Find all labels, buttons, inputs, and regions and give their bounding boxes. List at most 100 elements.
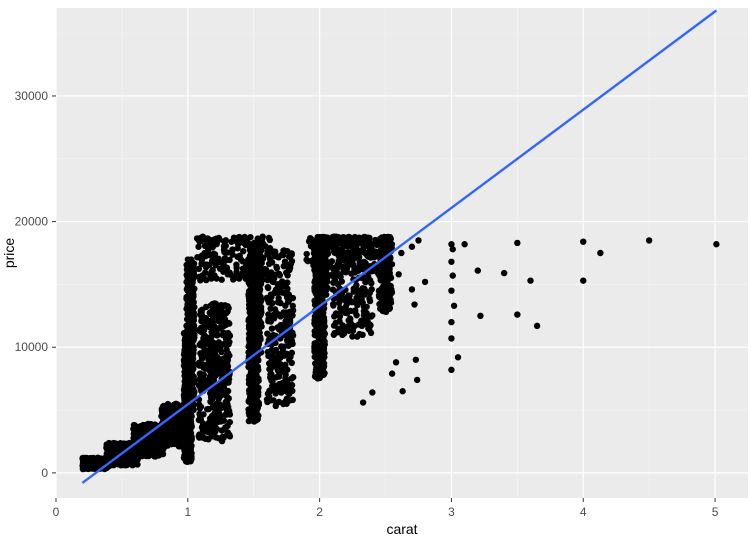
- data-point: [448, 319, 454, 325]
- data-point: [264, 396, 270, 402]
- data-point: [267, 371, 273, 377]
- data-point: [336, 263, 342, 269]
- data-point: [174, 426, 180, 432]
- data-point: [243, 272, 249, 278]
- data-point: [311, 320, 317, 326]
- data-point: [278, 389, 284, 395]
- data-point: [422, 279, 428, 285]
- data-point: [256, 286, 262, 292]
- data-point: [260, 276, 266, 282]
- data-point: [396, 271, 402, 277]
- data-point: [122, 458, 128, 464]
- data-point: [270, 397, 276, 403]
- data-point: [213, 275, 219, 281]
- data-point: [316, 327, 322, 333]
- data-point: [330, 301, 336, 307]
- data-point: [172, 441, 178, 447]
- data-point: [368, 280, 374, 286]
- data-point: [188, 271, 194, 277]
- data-point: [448, 287, 454, 293]
- data-point: [235, 245, 241, 251]
- data-point: [290, 303, 296, 309]
- data-point: [212, 404, 218, 410]
- data-point: [221, 238, 227, 244]
- data-point: [272, 289, 278, 295]
- data-point: [409, 286, 415, 292]
- data-point: [255, 307, 261, 313]
- data-point: [319, 258, 325, 264]
- data-point: [267, 305, 273, 311]
- data-point: [269, 259, 275, 265]
- data-point: [185, 301, 191, 307]
- data-point: [240, 265, 246, 271]
- data-point: [342, 326, 348, 332]
- data-point: [359, 332, 365, 338]
- y-tick-label: 10000: [15, 340, 49, 354]
- data-point: [216, 360, 222, 366]
- data-point: [264, 251, 270, 257]
- data-point: [330, 248, 336, 254]
- data-point: [258, 320, 264, 326]
- data-point: [244, 239, 250, 245]
- data-point: [181, 425, 187, 431]
- y-tick-label: 20000: [15, 215, 49, 229]
- data-point: [286, 332, 292, 338]
- data-point: [276, 399, 282, 405]
- data-point: [409, 244, 415, 250]
- data-point: [184, 389, 190, 395]
- data-point: [398, 250, 404, 256]
- data-point: [168, 420, 174, 426]
- data-point: [448, 367, 454, 373]
- data-point: [289, 360, 295, 366]
- data-point: [343, 269, 349, 275]
- data-point: [208, 329, 214, 335]
- data-point: [107, 441, 113, 447]
- data-point: [282, 258, 288, 264]
- data-point: [203, 304, 209, 310]
- data-point: [131, 451, 137, 457]
- data-point: [230, 276, 236, 282]
- data-point: [196, 361, 202, 367]
- data-point: [364, 318, 370, 324]
- data-point: [350, 328, 356, 334]
- data-point: [316, 357, 322, 363]
- data-point: [195, 244, 201, 250]
- data-point: [224, 360, 230, 366]
- data-point: [197, 414, 203, 420]
- data-point: [185, 448, 191, 454]
- data-point: [266, 388, 272, 394]
- data-point: [247, 408, 253, 414]
- data-point: [248, 261, 254, 267]
- x-tick-label: 4: [580, 505, 587, 519]
- data-point: [713, 241, 719, 247]
- data-point: [281, 247, 287, 253]
- x-axis-label: carat: [386, 521, 417, 537]
- data-point: [277, 313, 283, 319]
- data-point: [250, 386, 256, 392]
- data-point: [393, 359, 399, 365]
- data-point: [323, 291, 329, 297]
- data-point: [201, 336, 207, 342]
- data-point: [365, 325, 371, 331]
- data-point: [534, 323, 540, 329]
- data-point: [165, 441, 171, 447]
- data-point: [113, 442, 119, 448]
- data-point: [279, 350, 285, 356]
- data-point: [303, 251, 309, 257]
- data-point: [197, 238, 203, 244]
- data-point: [187, 329, 193, 335]
- data-point: [121, 442, 127, 448]
- data-point: [189, 366, 195, 372]
- data-point: [186, 442, 192, 448]
- data-point: [251, 276, 257, 282]
- data-point: [247, 246, 253, 252]
- data-point: [274, 364, 280, 370]
- data-point: [248, 304, 254, 310]
- data-point: [356, 321, 362, 327]
- data-point: [210, 251, 216, 257]
- data-point: [211, 301, 217, 307]
- data-point: [187, 261, 193, 267]
- data-point: [282, 382, 288, 388]
- data-point: [278, 284, 284, 290]
- data-point: [321, 363, 327, 369]
